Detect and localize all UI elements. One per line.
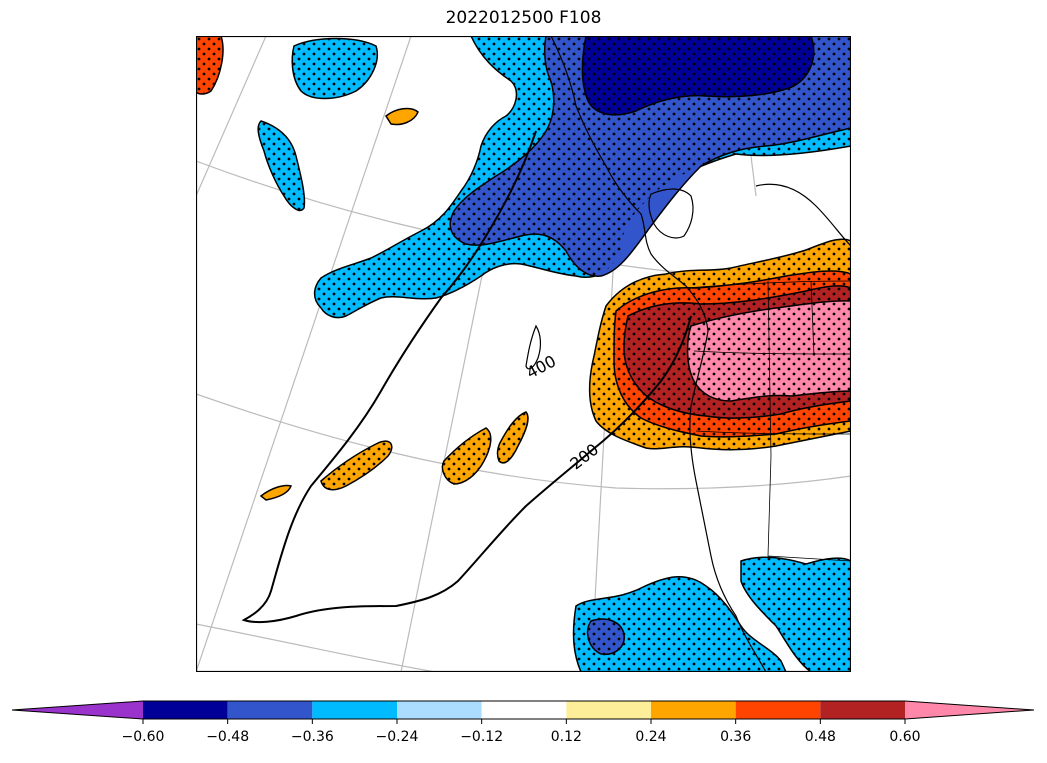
political-borders xyxy=(685,280,851,562)
colorbar-bin xyxy=(651,701,736,719)
map-frame xyxy=(196,36,851,672)
colorbar-tick-label: −0.36 xyxy=(291,729,334,745)
border-state-1 xyxy=(693,350,851,355)
colorbar-tick-label: −0.60 xyxy=(122,729,165,745)
colorbar-tick-label: 0.36 xyxy=(720,729,751,745)
graticule-parallel xyxy=(196,623,437,672)
map-panel: 400 200 xyxy=(196,36,851,672)
chart-title: 2022012500 F108 xyxy=(445,8,602,28)
coastlines xyxy=(525,36,851,672)
coastline-inland xyxy=(525,324,542,370)
colorbar-bin xyxy=(566,701,651,719)
contour-200 xyxy=(241,130,692,624)
colorbar-bin xyxy=(227,701,313,719)
border-state-vertical-2 xyxy=(810,280,815,357)
colorbar-tick-label: 0.48 xyxy=(805,729,836,745)
coastline-ne xyxy=(755,183,851,247)
significance-stippling xyxy=(196,36,851,672)
contour-lines xyxy=(241,130,692,624)
colorbar-bin xyxy=(820,701,905,719)
graticule-meridian xyxy=(196,36,267,197)
shade-orange-far-west xyxy=(259,484,292,501)
colorbar-bin xyxy=(312,701,397,719)
border-state-2 xyxy=(695,430,851,435)
colorbar-extend-over xyxy=(905,701,1034,719)
border-us-canada xyxy=(685,280,851,289)
colorbar-tick-label: 0.60 xyxy=(889,729,920,745)
coastline-west xyxy=(550,36,767,672)
graticule-meridian xyxy=(196,36,412,672)
colorbar-bin xyxy=(481,701,567,719)
colorbar-extend-under xyxy=(12,701,143,719)
border-state-vertical xyxy=(767,280,851,562)
coastline-island xyxy=(648,188,694,239)
colorbar-bin xyxy=(735,701,821,719)
colorbar-tick-label: 0.24 xyxy=(635,729,666,745)
colorbar-tick-label: 0.12 xyxy=(551,729,582,745)
colorbar-tick-label: −0.24 xyxy=(376,729,419,745)
colorbar: −0.60 −0.48 −0.36 −0.24 −0.12 0.12 0.24 0.36 0.4… xyxy=(11,700,1035,745)
colorbar-tick-label: −0.48 xyxy=(206,729,249,745)
colorbar-bin xyxy=(143,701,228,719)
colorbar-tick-label: −0.12 xyxy=(460,729,503,745)
shade-orange-small xyxy=(385,107,419,126)
graticule-parallel xyxy=(196,393,851,490)
colorbar-bin xyxy=(397,701,482,719)
